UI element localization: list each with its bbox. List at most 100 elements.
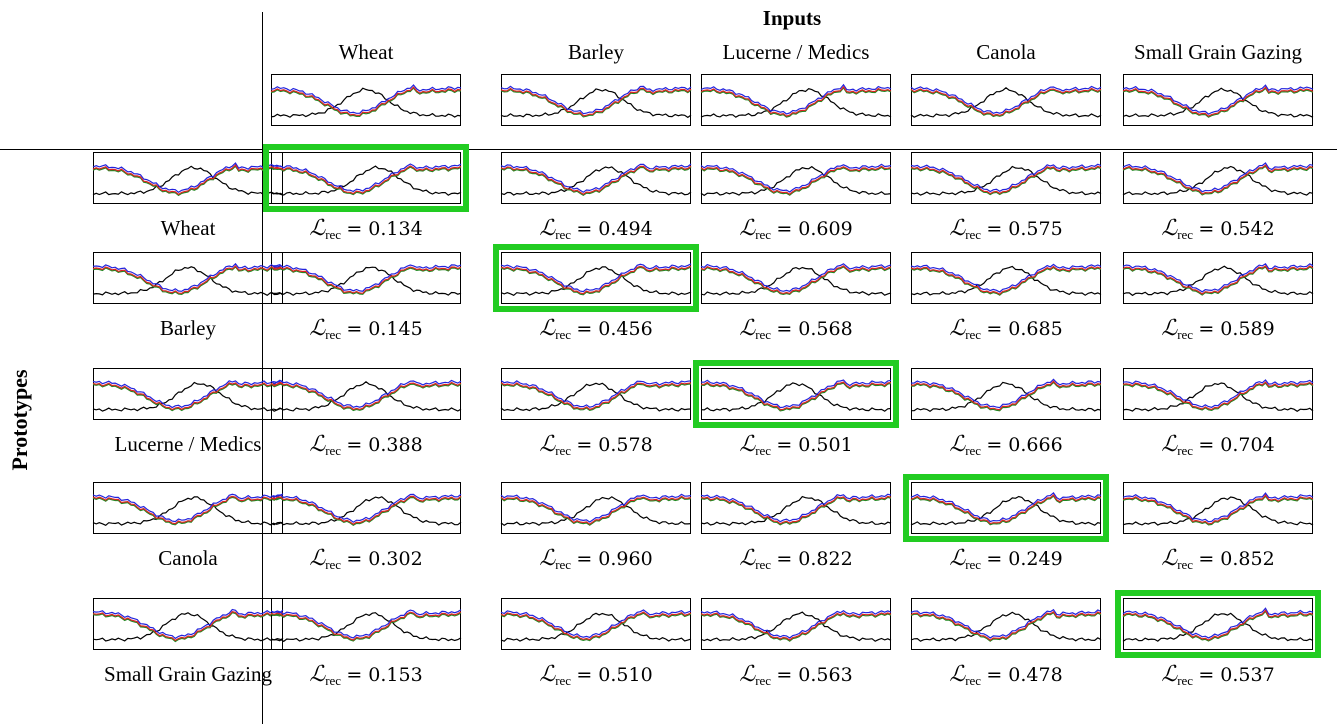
blue-series-line xyxy=(93,163,283,192)
input-plot xyxy=(911,74,1101,126)
blue-series-line xyxy=(1123,264,1313,292)
loss-symbol: ℒ xyxy=(309,546,325,571)
loss-subscript: rec xyxy=(555,557,571,572)
loss-value: = 0.589 xyxy=(1198,318,1274,340)
prototype-plot xyxy=(93,598,283,650)
plot-frame xyxy=(94,599,283,650)
loss-symbol: ℒ xyxy=(949,316,965,341)
loss-label: ℒrec = 0.388 xyxy=(309,432,422,463)
loss-value: = 0.501 xyxy=(776,434,852,456)
loss-symbol: ℒ xyxy=(1161,432,1177,457)
prototype-plot xyxy=(93,482,283,534)
loss-symbol: ℒ xyxy=(539,546,555,571)
loss-label: ℒrec = 0.542 xyxy=(1161,216,1274,247)
loss-label: ℒrec = 0.589 xyxy=(1161,316,1274,347)
loss-value: = 0.704 xyxy=(1198,434,1274,456)
loss-subscript: rec xyxy=(755,327,771,342)
loss-symbol: ℒ xyxy=(949,662,965,687)
input-plot xyxy=(271,74,461,126)
loss-symbol: ℒ xyxy=(309,432,325,457)
plot-frame xyxy=(502,369,691,420)
prototype-plot xyxy=(93,368,283,420)
loss-subscript: rec xyxy=(325,227,341,242)
loss-label: ℒrec = 0.704 xyxy=(1161,432,1274,463)
loss-subscript: rec xyxy=(755,227,771,242)
plot-frame xyxy=(912,75,1101,126)
green-series-line xyxy=(1123,166,1313,195)
loss-value: = 0.852 xyxy=(1198,548,1274,570)
reconstruction-plot xyxy=(701,598,891,650)
green-series-line xyxy=(271,384,461,411)
reconstruction-plot xyxy=(701,482,891,534)
loss-symbol: ℒ xyxy=(739,662,755,687)
loss-subscript: rec xyxy=(555,327,571,342)
loss-label: ℒrec = 0.478 xyxy=(949,662,1062,693)
plot-frame xyxy=(272,253,461,304)
input-plot xyxy=(1123,74,1313,126)
loss-value: = 0.575 xyxy=(986,218,1062,240)
plot-frame xyxy=(912,599,1101,650)
black-series-line xyxy=(1123,167,1313,196)
loss-label: ℒrec = 0.302 xyxy=(309,546,422,577)
plot-frame xyxy=(272,75,461,126)
loss-subscript: rec xyxy=(1177,673,1193,688)
loss-value: = 0.134 xyxy=(346,218,422,240)
blue-series-line xyxy=(93,610,283,639)
loss-label: ℒrec = 0.537 xyxy=(1161,662,1274,693)
plot-frame xyxy=(702,253,891,304)
reconstruction-plot xyxy=(911,598,1101,650)
column-header: Barley xyxy=(568,40,624,64)
loss-value: = 0.609 xyxy=(776,218,852,240)
plot-frame xyxy=(94,369,283,420)
green-series-line xyxy=(501,90,691,117)
loss-label: ℒrec = 0.145 xyxy=(309,316,422,347)
reconstruction-plot xyxy=(271,252,461,304)
reconstruction-plot xyxy=(701,152,891,204)
blue-series-line xyxy=(1123,163,1313,192)
loss-label: ℒrec = 0.501 xyxy=(739,432,852,463)
reconstruction-plot xyxy=(911,152,1101,204)
plot-frame xyxy=(272,369,461,420)
reconstruction-plot xyxy=(501,598,691,650)
divider-horizontal xyxy=(0,149,1337,150)
reconstruction-plot xyxy=(701,252,891,304)
plot-frame xyxy=(94,253,283,304)
row-label: Barley xyxy=(160,316,216,340)
reconstruction-plot xyxy=(501,368,691,420)
loss-label: ℒrec = 0.249 xyxy=(949,546,1062,577)
reconstruction-plot xyxy=(501,482,691,534)
red-series-line xyxy=(911,381,1101,409)
loss-value: = 0.542 xyxy=(1198,218,1274,240)
loss-symbol: ℒ xyxy=(739,432,755,457)
blue-series-line xyxy=(501,86,691,113)
loss-symbol: ℒ xyxy=(1161,662,1177,687)
highlight-box xyxy=(1115,590,1321,658)
black-series-line xyxy=(911,612,1101,641)
blue-series-line xyxy=(501,381,691,408)
loss-subscript: rec xyxy=(1177,557,1193,572)
red-series-line xyxy=(271,266,461,293)
reconstruction-plot xyxy=(1123,368,1313,420)
plot-frame xyxy=(502,483,691,534)
plot-frame xyxy=(702,153,891,204)
column-header: Canola xyxy=(976,40,1035,64)
highlight-box xyxy=(693,360,899,428)
loss-label: ℒrec = 0.134 xyxy=(309,216,422,247)
plot-frame xyxy=(912,253,1101,304)
loss-symbol: ℒ xyxy=(309,216,325,241)
plot-frame xyxy=(702,75,891,126)
plot-frame xyxy=(702,599,891,650)
loss-label: ℒrec = 0.609 xyxy=(739,216,852,247)
plot-frame xyxy=(1124,75,1313,126)
loss-value: = 0.537 xyxy=(1198,664,1274,686)
loss-value: = 0.478 xyxy=(986,664,1062,686)
red-series-line xyxy=(911,267,1101,295)
loss-symbol: ℒ xyxy=(949,546,965,571)
plot-frame xyxy=(502,75,691,126)
highlight-box xyxy=(493,244,699,312)
loss-subscript: rec xyxy=(1177,327,1193,342)
loss-value: = 0.578 xyxy=(576,434,652,456)
loss-subscript: rec xyxy=(965,673,981,688)
loss-label: ℒrec = 0.666 xyxy=(949,432,1062,463)
loss-subscript: rec xyxy=(325,673,341,688)
